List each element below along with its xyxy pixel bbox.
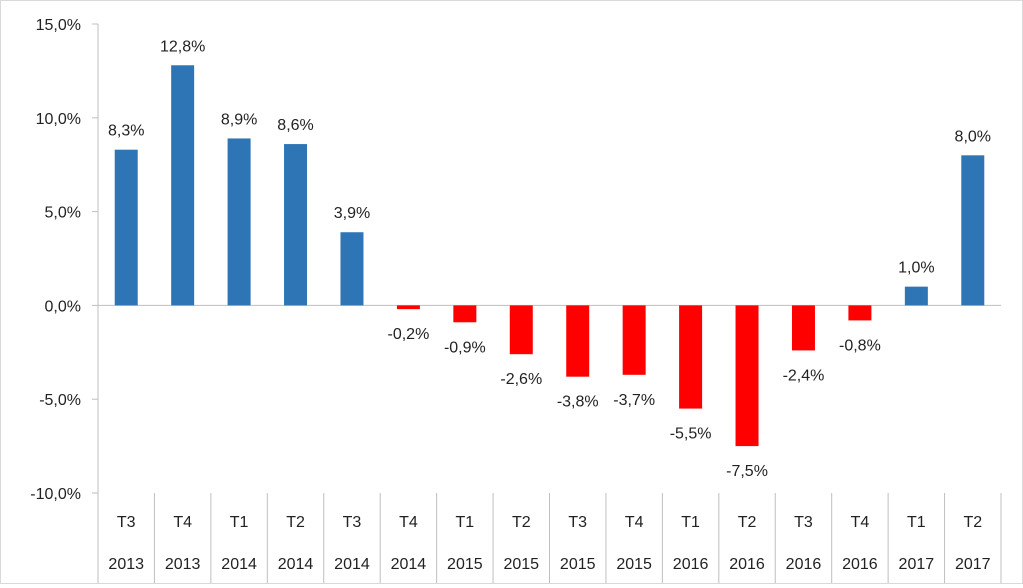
x-tick-label-year: 2016 (729, 556, 765, 573)
bar (848, 305, 872, 321)
data-label: 8,3% (108, 123, 144, 140)
x-tick-label-year: 2017 (899, 556, 935, 573)
x-tick-label-quarter: T4 (173, 514, 192, 531)
data-label: -0,9% (444, 339, 486, 356)
x-tick-label-quarter: T4 (625, 514, 644, 531)
x-tick-label-quarter: T3 (343, 514, 362, 531)
x-tick-label-year: 2014 (334, 556, 370, 573)
bar (227, 138, 251, 306)
x-tick-label-quarter: T3 (568, 514, 587, 531)
x-tick-label-quarter: T1 (230, 514, 249, 531)
data-label: -7,5% (726, 463, 768, 480)
data-label: -2,6% (500, 371, 542, 388)
bar (904, 286, 928, 306)
y-tick-label: 10,0% (36, 111, 81, 128)
bar (679, 305, 703, 409)
x-tick-label-year: 2014 (221, 556, 257, 573)
y-tick-label: 5,0% (45, 205, 81, 222)
x-tick-label-quarter: T4 (851, 514, 870, 531)
bar (171, 65, 195, 306)
data-label: -3,8% (557, 394, 599, 411)
bar (114, 149, 138, 306)
y-tick-label: -10,0% (30, 486, 81, 503)
x-tick-label-quarter: T2 (963, 514, 982, 531)
x-tick-label-quarter: T4 (399, 514, 418, 531)
data-label: 3,9% (334, 205, 370, 222)
y-tick-label: 0,0% (45, 298, 81, 315)
x-tick-label-year: 2015 (560, 556, 596, 573)
data-label: -0,2% (388, 326, 430, 343)
x-tick-label-quarter: T1 (681, 514, 700, 531)
x-tick-label-year: 2013 (165, 556, 201, 573)
bar (509, 305, 533, 355)
bar (961, 155, 985, 306)
data-label: -5,5% (670, 426, 712, 443)
data-label: 1,0% (898, 260, 934, 277)
x-tick-label-year: 2016 (842, 556, 878, 573)
x-tick-label-year: 2013 (108, 556, 144, 573)
bar (735, 305, 759, 447)
y-tick-label: 15,0% (36, 17, 81, 34)
x-tick-label-quarter: T3 (794, 514, 813, 531)
x-tick-label-year: 2015 (447, 556, 483, 573)
x-tick-label-year: 2015 (616, 556, 652, 573)
data-label: -0,8% (839, 337, 881, 354)
x-tick-label-year: 2014 (391, 556, 427, 573)
data-label: 8,6% (277, 117, 313, 134)
y-tick-label: -5,0% (39, 392, 81, 409)
x-tick-label-quarter: T3 (117, 514, 136, 531)
data-label: 8,0% (955, 128, 991, 145)
bar (791, 305, 815, 351)
x-tick-label-quarter: T2 (738, 514, 757, 531)
x-tick-label-year: 2016 (786, 556, 822, 573)
x-tick-label-quarter: T1 (907, 514, 926, 531)
data-label: 8,9% (221, 111, 257, 128)
bar (453, 305, 477, 323)
x-tick-label-year: 2014 (278, 556, 314, 573)
bar (622, 305, 646, 375)
x-tick-label-year: 2016 (673, 556, 709, 573)
data-label: -2,4% (783, 367, 825, 384)
bar (284, 144, 308, 306)
bar (340, 232, 364, 306)
data-label: -3,7% (613, 392, 655, 409)
x-tick-label-quarter: T1 (456, 514, 475, 531)
x-tick-label-year: 2017 (955, 556, 991, 573)
data-label: 12,8% (160, 38, 205, 55)
x-tick-label-quarter: T2 (512, 514, 531, 531)
bar (566, 305, 590, 377)
x-tick-label-year: 2015 (503, 556, 539, 573)
x-tick-label-quarter: T2 (286, 514, 305, 531)
bar (396, 305, 420, 310)
